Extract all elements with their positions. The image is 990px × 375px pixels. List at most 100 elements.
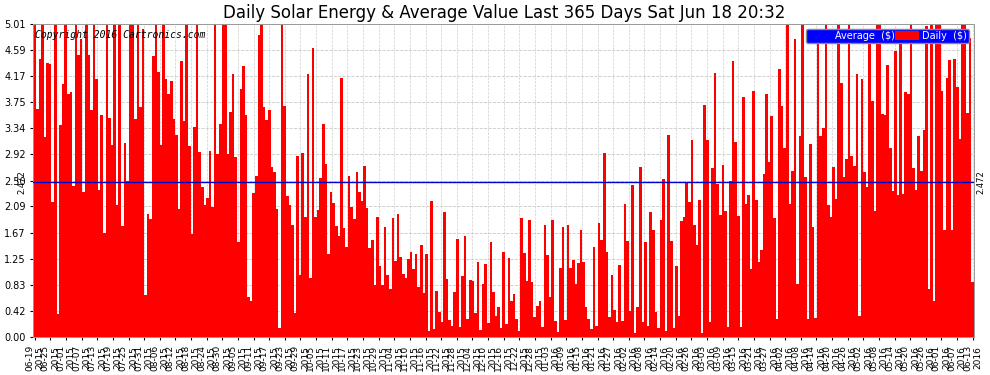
Bar	[219, 124, 222, 337]
Bar	[172, 118, 175, 337]
Bar	[224, 24, 227, 337]
Bar	[688, 202, 691, 337]
Bar	[240, 89, 243, 337]
Bar	[516, 319, 518, 337]
Bar	[260, 24, 262, 337]
Bar	[709, 322, 711, 337]
Bar	[765, 94, 768, 337]
Bar	[441, 322, 444, 337]
Bar	[77, 56, 80, 337]
Bar	[626, 242, 629, 337]
Bar	[943, 230, 945, 337]
Bar	[727, 327, 730, 337]
Bar	[273, 172, 275, 337]
Bar	[559, 268, 561, 337]
Bar	[108, 118, 111, 337]
Bar	[866, 187, 868, 337]
Bar	[938, 24, 940, 337]
Bar	[281, 24, 283, 337]
Bar	[350, 207, 353, 337]
Bar	[476, 262, 479, 337]
Bar	[111, 145, 113, 337]
Bar	[418, 287, 420, 337]
Bar	[341, 78, 343, 337]
Bar	[905, 92, 907, 337]
Bar	[936, 24, 938, 337]
Bar	[933, 301, 936, 337]
Bar	[510, 301, 513, 337]
Bar	[270, 166, 273, 337]
Bar	[487, 322, 490, 337]
Bar	[402, 274, 405, 337]
Bar	[320, 178, 322, 337]
Bar	[85, 24, 87, 337]
Bar	[49, 64, 51, 337]
Bar	[542, 327, 544, 337]
Text: 2.472: 2.472	[17, 171, 26, 194]
Bar	[961, 24, 963, 337]
Bar	[770, 116, 773, 337]
Bar	[500, 328, 503, 337]
Bar	[307, 74, 309, 337]
Bar	[490, 242, 492, 337]
Bar	[531, 282, 534, 337]
Bar	[283, 106, 286, 337]
Bar	[330, 192, 333, 337]
Bar	[328, 254, 330, 337]
Bar	[747, 195, 749, 337]
Bar	[577, 263, 580, 337]
Bar	[945, 78, 948, 337]
Bar	[606, 252, 608, 337]
Bar	[830, 217, 833, 337]
Bar	[132, 24, 134, 337]
Bar	[392, 218, 394, 337]
Bar	[185, 24, 188, 337]
Bar	[243, 66, 245, 337]
Bar	[237, 242, 240, 337]
Bar	[265, 120, 268, 337]
Bar	[654, 312, 657, 337]
Bar	[768, 162, 770, 337]
Bar	[95, 78, 98, 337]
Bar	[953, 59, 956, 337]
Bar	[363, 166, 366, 337]
Bar	[39, 59, 42, 337]
Bar	[209, 151, 211, 337]
Bar	[683, 217, 685, 337]
Bar	[333, 202, 335, 337]
Bar	[479, 330, 482, 337]
Bar	[36, 109, 39, 337]
Bar	[463, 237, 466, 337]
Bar	[193, 127, 196, 337]
Bar	[760, 250, 762, 337]
Bar	[724, 211, 727, 337]
Bar	[956, 87, 958, 337]
Bar	[918, 136, 920, 337]
Bar	[657, 328, 659, 337]
Bar	[458, 327, 461, 337]
Bar	[928, 290, 931, 337]
Bar	[433, 328, 436, 337]
Bar	[580, 230, 582, 337]
Bar	[126, 181, 129, 337]
Bar	[696, 246, 698, 337]
Bar	[523, 253, 526, 337]
Bar	[343, 228, 346, 337]
Bar	[735, 142, 737, 337]
Bar	[191, 234, 193, 337]
Bar	[338, 236, 341, 337]
Bar	[642, 322, 644, 337]
Bar	[518, 332, 521, 337]
Bar	[863, 172, 866, 337]
Bar	[288, 205, 291, 337]
Bar	[312, 48, 315, 337]
Bar	[353, 219, 355, 337]
Bar	[807, 319, 809, 337]
Bar	[412, 269, 415, 337]
Bar	[469, 280, 471, 337]
Bar	[278, 328, 281, 337]
Bar	[145, 295, 147, 337]
Bar	[142, 29, 145, 337]
Bar	[732, 61, 735, 337]
Bar	[634, 333, 637, 337]
